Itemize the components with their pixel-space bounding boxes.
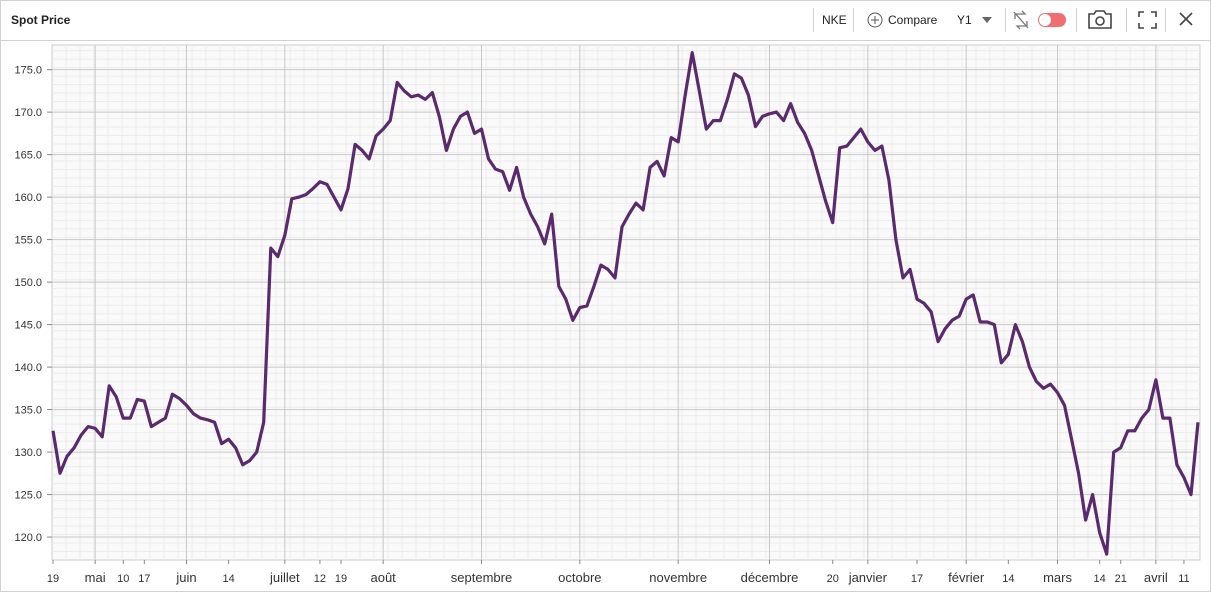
period-select[interactable]: Y1	[957, 13, 972, 27]
x-tick-label: août	[370, 570, 396, 585]
compare-button[interactable]: Compare	[888, 13, 938, 27]
y-tick-label: 150.0	[14, 277, 42, 289]
x-tick-label: 10	[117, 573, 129, 585]
ticker-button[interactable]: NKE	[822, 13, 847, 27]
x-tick-label: septembre	[451, 570, 512, 585]
x-tick-label: 14	[1094, 573, 1106, 585]
x-tick-label: 17	[138, 573, 150, 585]
x-tick-label: 17	[911, 573, 923, 585]
compare-icon[interactable]	[867, 12, 883, 28]
y-tick-label: 155.0	[14, 235, 42, 247]
x-tick-label: 19	[47, 573, 59, 585]
x-tick-label: octobre	[558, 570, 601, 585]
price-line	[51, 51, 1200, 556]
y-tick-label: 175.0	[14, 65, 42, 77]
x-tick-label: 21	[1115, 573, 1127, 585]
y-tick-label: 140.0	[14, 362, 42, 374]
camera-icon[interactable]	[1088, 10, 1112, 29]
x-tick-label: mars	[1043, 570, 1072, 585]
minor-grid	[52, 45, 1200, 560]
x-tick-label: mai	[85, 570, 106, 585]
y-tick-label: 135.0	[14, 405, 42, 417]
camera-lens	[1095, 16, 1105, 26]
x-tick-label: décembre	[741, 570, 799, 585]
sync-icon[interactable]	[1013, 10, 1029, 30]
x-tick-label: 20	[827, 573, 839, 585]
x-tick-label: 14	[1002, 573, 1014, 585]
x-tick-label: juillet	[269, 570, 300, 585]
y-tick-label: 145.0	[14, 320, 42, 332]
compare-plus	[871, 16, 879, 24]
period-caret[interactable]	[982, 17, 992, 23]
x-tick-label: janvier	[848, 570, 888, 585]
toggle-knob	[1039, 14, 1051, 26]
chart-title: Spot Price	[11, 13, 71, 27]
x-tick-label: avril	[1144, 570, 1168, 585]
y-tick-label: 170.0	[14, 107, 42, 119]
toolbar	[813, 8, 1166, 32]
close-icon[interactable]	[1179, 12, 1193, 26]
x-tick-label: 11	[1178, 573, 1189, 585]
x-tick-label: 19	[335, 573, 347, 585]
x-tick-label: février	[948, 570, 985, 585]
y-tick-label: 160.0	[14, 192, 42, 204]
y-tick-label: 165.0	[14, 150, 42, 162]
x-tick-label: juin	[175, 570, 196, 585]
x-tick-label: 12	[314, 573, 326, 585]
y-tick-label: 130.0	[14, 447, 42, 459]
x-tick-label: novembre	[649, 570, 707, 585]
fullscreen-icon[interactable]	[1138, 11, 1157, 29]
y-tick-label: 120.0	[14, 532, 42, 544]
x-tick-label: 14	[222, 573, 234, 585]
y-tick-label: 125.0	[14, 490, 42, 502]
